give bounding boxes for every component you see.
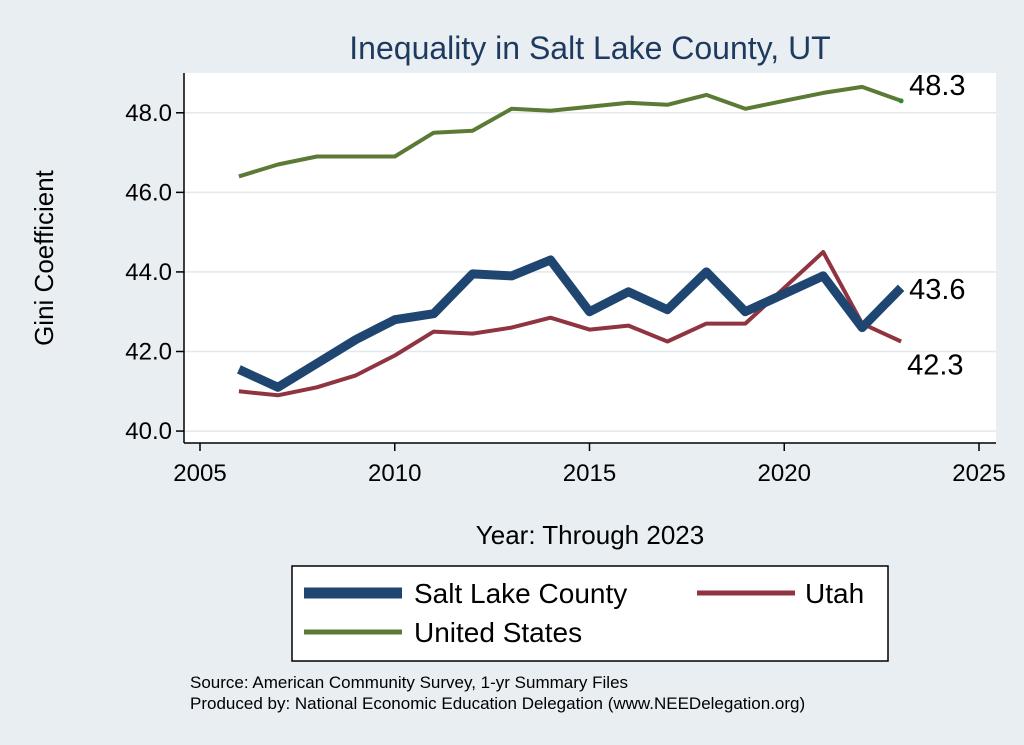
series-line-united-states <box>238 84 902 179</box>
x-axis-label: Year: Through 2023 <box>476 520 704 550</box>
series-line-utah <box>238 250 902 398</box>
x-tick-label-2: 2015 <box>563 460 616 487</box>
plot-area <box>184 73 996 443</box>
legend-label-united-states: United States <box>414 617 582 648</box>
end-label-united-states: 48.3 <box>909 70 965 102</box>
y-tick-label-0: 40.0 <box>125 418 172 445</box>
series-line-salt-lake-county <box>237 255 905 392</box>
legend-box <box>291 565 889 662</box>
end-label-utah: 42.3 <box>907 350 963 382</box>
y-axis-label: Gini Coefficient <box>29 169 59 346</box>
source-line-2: Produced by: National Economic Education… <box>190 694 805 713</box>
y-tick-label-4: 48.0 <box>125 100 172 127</box>
x-tick-label-0: 2005 <box>173 460 226 487</box>
legend-label-utah: Utah <box>805 578 864 609</box>
end-label-salt-lake-county: 43.6 <box>909 274 965 306</box>
end-labels: 48.3 43.6 42.3 <box>898 70 966 382</box>
x-tick-label-4: 2025 <box>952 460 1005 487</box>
end-point-united-states <box>898 98 904 104</box>
legend-label-salt-lake-county: Salt Lake County <box>414 578 627 609</box>
y-tick-label-2: 44.0 <box>125 259 172 286</box>
grid-lines <box>184 112 996 432</box>
y-ticks: 40.0 42.0 44.0 46.0 48.0 <box>125 100 184 445</box>
legend: Salt Lake County Utah United States <box>291 565 889 662</box>
y-tick-label-1: 42.0 <box>125 338 172 365</box>
source-line-1: Source: American Community Survey, 1-yr … <box>190 673 628 692</box>
x-ticks: 2005 2010 2015 2020 2025 <box>173 443 1006 487</box>
x-tick-label-3: 2020 <box>758 460 811 487</box>
chart-title: Inequality in Salt Lake County, UT <box>349 30 830 66</box>
y-tick-label-3: 46.0 <box>125 179 172 206</box>
series-lines <box>237 84 905 398</box>
x-tick-label-1: 2010 <box>368 460 421 487</box>
